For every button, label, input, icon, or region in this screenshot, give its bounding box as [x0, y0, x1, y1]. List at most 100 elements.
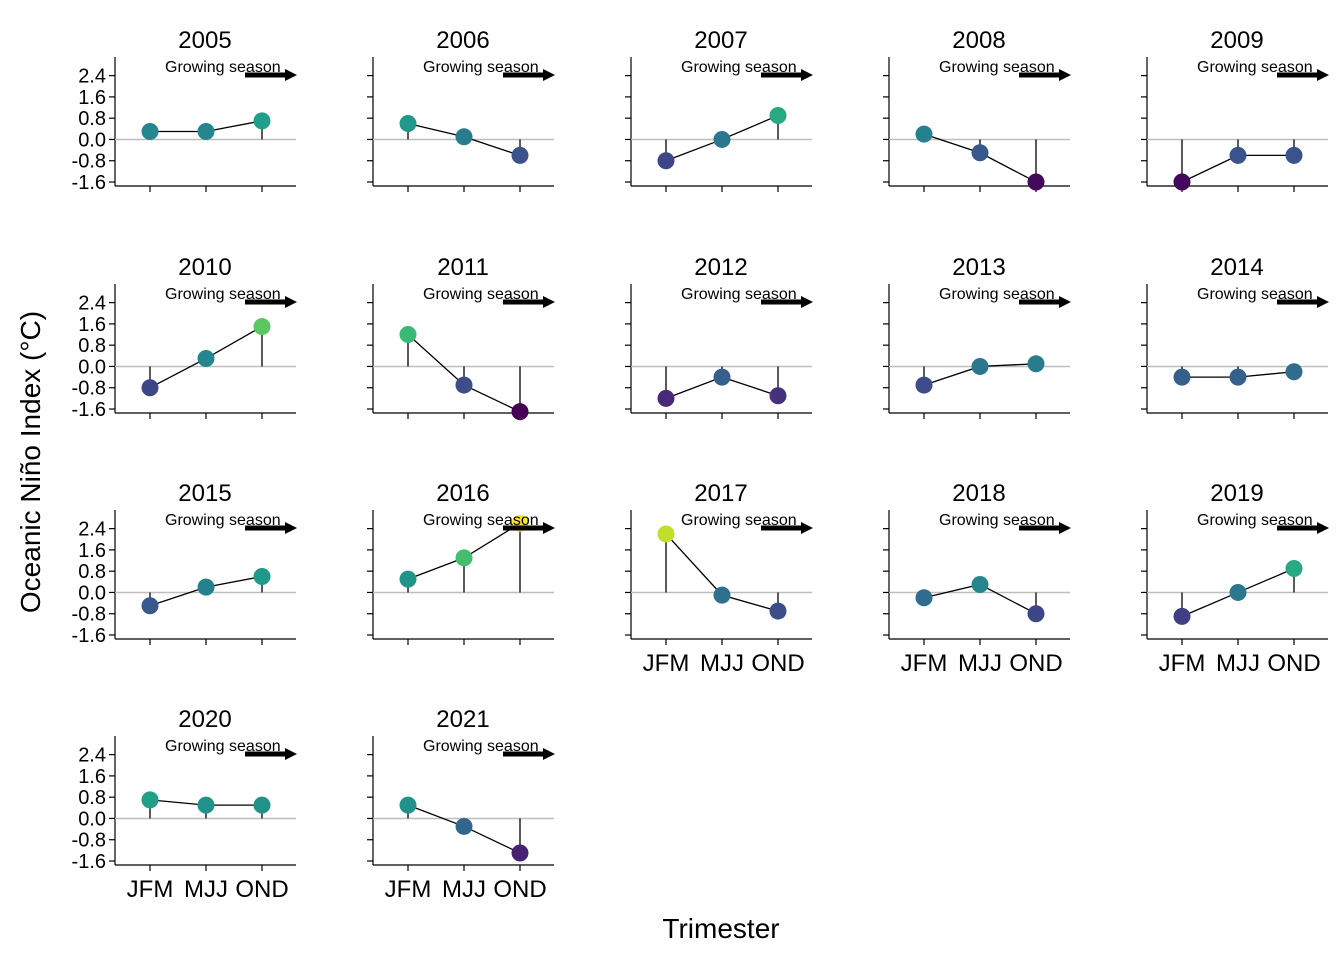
x-tick-label: JFM — [127, 876, 174, 903]
growing-season-arrowhead — [801, 69, 813, 81]
growing-season-label: Growing season — [939, 59, 1055, 76]
data-point-2019-MJJ — [1229, 583, 1247, 601]
data-point-2010-JFM — [141, 379, 159, 397]
growing-season-label: Growing season — [165, 286, 281, 303]
data-point-2012-JFM — [657, 389, 675, 407]
growing-season-label: Growing season — [423, 512, 539, 529]
growing-season-arrowhead — [543, 748, 555, 760]
data-point-2014-JFM — [1173, 368, 1191, 386]
growing-season-label: Growing season — [939, 286, 1055, 303]
facet-title-2006: 2006 — [436, 27, 489, 54]
y-tick-label: -0.8 — [72, 151, 106, 173]
y-tick-label: 0.0 — [78, 582, 106, 604]
data-point-2017-MJJ — [713, 586, 731, 604]
growing-season-label: Growing season — [165, 738, 281, 755]
growing-season-arrowhead — [285, 522, 297, 534]
data-point-2009-OND — [1285, 146, 1303, 164]
data-point-2020-MJJ — [197, 796, 215, 814]
growing-season-arrowhead — [543, 296, 555, 308]
data-point-2008-JFM — [915, 125, 933, 143]
x-tick-label: OND — [235, 876, 288, 903]
data-point-2010-OND — [253, 318, 271, 336]
data-point-2014-OND — [1285, 363, 1303, 381]
growing-season-arrowhead — [1059, 296, 1071, 308]
data-point-2017-OND — [769, 602, 787, 620]
y-tick-label: 2.4 — [78, 293, 106, 315]
growing-season-label: Growing season — [1197, 286, 1313, 303]
y-tick-label: -0.8 — [72, 604, 106, 626]
facet-title-2007: 2007 — [694, 27, 747, 54]
data-point-2011-OND — [511, 403, 529, 421]
growing-season-label: Growing season — [939, 512, 1055, 529]
facet-title-2016: 2016 — [436, 480, 489, 507]
growing-season-label: Growing season — [165, 512, 281, 529]
facet-title-2005: 2005 — [178, 27, 231, 54]
data-point-2005-MJJ — [197, 122, 215, 140]
data-point-2021-MJJ — [455, 817, 473, 835]
data-point-2011-JFM — [399, 326, 417, 344]
data-point-2005-OND — [253, 112, 271, 130]
x-tick-label: JFM — [385, 876, 432, 903]
y-tick-label: 2.4 — [78, 745, 106, 767]
facet-title-2010: 2010 — [178, 254, 231, 281]
x-tick-label: JFM — [1159, 650, 1206, 677]
x-tick-label: JFM — [643, 650, 690, 677]
data-point-2008-MJJ — [971, 144, 989, 162]
growing-season-label: Growing season — [1197, 512, 1313, 529]
x-tick-label: OND — [1267, 650, 1320, 677]
data-point-2015-OND — [253, 567, 271, 585]
y-tick-label: -1.6 — [72, 172, 106, 194]
y-tick-label: 1.6 — [78, 314, 106, 336]
growing-season-arrowhead — [543, 69, 555, 81]
growing-season-arrowhead — [801, 296, 813, 308]
growing-season-arrowhead — [285, 69, 297, 81]
data-point-2015-MJJ — [197, 578, 215, 596]
data-point-2013-OND — [1027, 355, 1045, 373]
growing-season-label: Growing season — [681, 512, 797, 529]
growing-season-label: Growing season — [681, 59, 797, 76]
growing-season-arrowhead — [1059, 69, 1071, 81]
x-tick-label: MJJ — [184, 876, 228, 903]
y-tick-label: 0.8 — [78, 335, 106, 357]
data-point-2010-MJJ — [197, 349, 215, 367]
y-tick-label: 0.0 — [78, 129, 106, 151]
data-point-2007-JFM — [657, 152, 675, 170]
data-point-2011-MJJ — [455, 376, 473, 394]
facet-title-2011: 2011 — [437, 254, 489, 281]
y-tick-label: 1.6 — [78, 540, 106, 562]
x-tick-label: JFM — [901, 650, 948, 677]
y-tick-label: -1.6 — [72, 399, 106, 421]
data-point-2021-JFM — [399, 796, 417, 814]
facet-title-2020: 2020 — [178, 706, 231, 733]
growing-season-label: Growing season — [423, 59, 539, 76]
y-tick-label: -0.8 — [72, 378, 106, 400]
data-point-2018-MJJ — [971, 575, 989, 593]
growing-season-arrowhead — [543, 522, 555, 534]
data-point-2016-MJJ — [455, 549, 473, 567]
data-point-2019-JFM — [1173, 607, 1191, 625]
y-tick-label: 2.4 — [78, 519, 106, 541]
growing-season-label: Growing season — [423, 738, 539, 755]
data-point-2018-OND — [1027, 605, 1045, 623]
x-tick-label: MJJ — [700, 650, 744, 677]
data-point-2008-OND — [1027, 173, 1045, 191]
facet-title-2021: 2021 — [436, 706, 489, 733]
data-point-2006-OND — [511, 146, 529, 164]
growing-season-arrowhead — [285, 296, 297, 308]
data-point-2015-JFM — [141, 597, 159, 615]
facet-title-2019: 2019 — [1210, 480, 1263, 507]
growing-season-arrowhead — [801, 522, 813, 534]
data-point-2018-JFM — [915, 589, 933, 607]
y-tick-label: -1.6 — [72, 625, 106, 647]
data-point-2005-JFM — [141, 122, 159, 140]
facet-title-2014: 2014 — [1210, 254, 1263, 281]
y-tick-label: -0.8 — [72, 830, 106, 852]
growing-season-arrowhead — [1317, 296, 1329, 308]
data-point-2019-OND — [1285, 560, 1303, 578]
x-tick-label: MJJ — [958, 650, 1002, 677]
y-axis-title: Oceanic Niño Index (°C) — [15, 311, 46, 613]
data-point-2012-MJJ — [713, 368, 731, 386]
data-point-2012-OND — [769, 387, 787, 405]
data-point-2009-JFM — [1173, 173, 1191, 191]
data-point-2007-MJJ — [713, 130, 731, 148]
